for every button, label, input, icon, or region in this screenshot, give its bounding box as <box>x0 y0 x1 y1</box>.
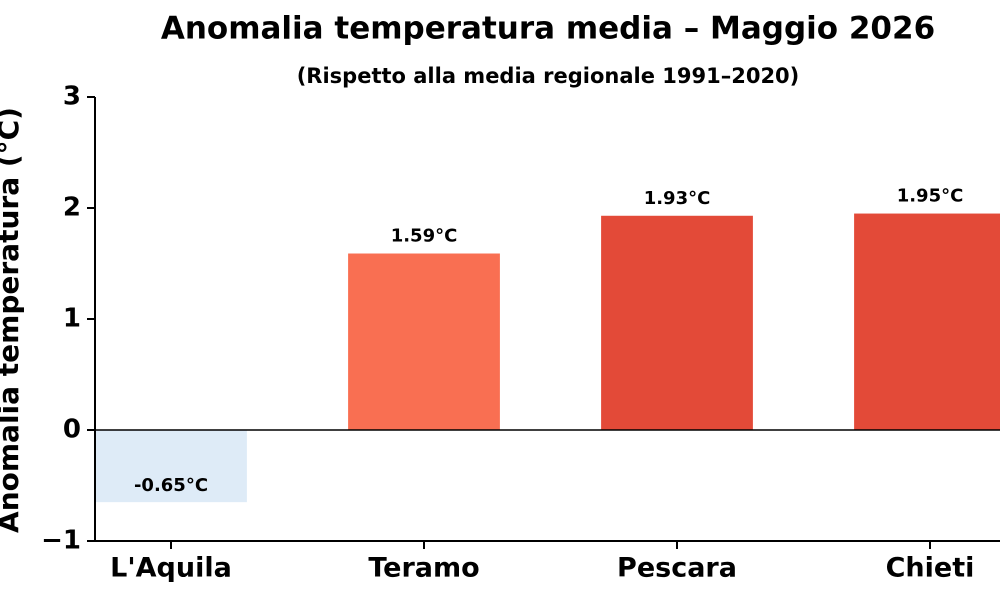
y-tick-label: 3 <box>63 82 81 112</box>
chart-title: Anomalia temperatura media – Maggio 2026 <box>161 11 935 47</box>
y-axis-label: Anomalia temperatura (°C) <box>0 107 25 533</box>
value-label: 1.59°C <box>391 226 458 247</box>
bar <box>95 430 247 503</box>
bar <box>854 213 1000 430</box>
x-tick-label: L'Aquila <box>110 553 232 584</box>
x-tick-label: Chieti <box>886 553 975 584</box>
value-label: 1.95°C <box>897 186 964 207</box>
bar <box>601 215 753 430</box>
y-tick-label: 2 <box>63 193 81 223</box>
y-tick-label: 1 <box>63 304 81 334</box>
value-label: -0.65°C <box>134 475 208 496</box>
y-tick-label: 0 <box>63 415 81 445</box>
y-tick-label: −1 <box>41 526 81 556</box>
chart-subtitle: (Rispetto alla media regionale 1991–2020… <box>297 64 800 88</box>
x-tick-label: Pescara <box>617 553 737 584</box>
x-tick-label: Teramo <box>368 553 479 584</box>
bar <box>348 253 500 430</box>
value-label: 1.93°C <box>644 188 711 209</box>
